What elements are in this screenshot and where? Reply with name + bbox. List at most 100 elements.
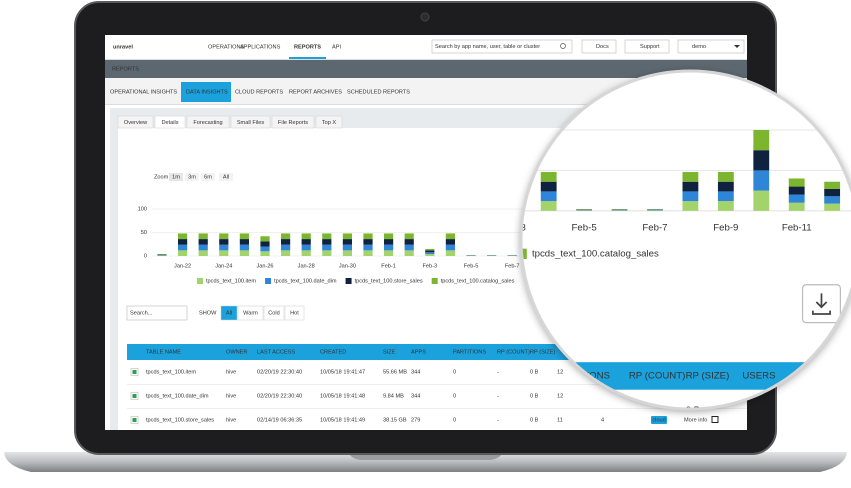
table-cell: 10/05/18 19:41:48 bbox=[320, 393, 365, 399]
zoom-option[interactable]: 6m bbox=[204, 174, 212, 180]
subtab[interactable]: Details bbox=[161, 120, 178, 126]
zoom-option[interactable]: 1m bbox=[172, 174, 180, 180]
column-header[interactable]: LAST ACCESS bbox=[257, 349, 295, 355]
x-tick-label: Jan-28 bbox=[298, 263, 315, 269]
subtab[interactable]: Overview bbox=[124, 120, 148, 126]
tab[interactable]: DATA INSIGHTS bbox=[186, 89, 228, 95]
bar-segment bbox=[404, 250, 414, 256]
legend-label[interactable]: tpcds_text_100.date_dim bbox=[274, 278, 337, 284]
zoom-option[interactable]: All bbox=[223, 174, 229, 180]
bar-segment bbox=[363, 250, 373, 256]
bar-segment bbox=[445, 244, 455, 251]
zoom-button[interactable] bbox=[185, 173, 199, 181]
table-cell: 0 bbox=[453, 417, 456, 423]
table-name: tpcds_text_100.date_dim bbox=[146, 393, 209, 399]
bar-segment bbox=[404, 239, 414, 245]
nav-item[interactable]: OPERATIONS bbox=[208, 44, 245, 50]
nav-item[interactable]: APPLICATIONS bbox=[240, 44, 281, 50]
table-search[interactable] bbox=[126, 305, 188, 321]
filter-option[interactable]: Hot bbox=[290, 310, 299, 316]
column-header[interactable]: TABLE NAME bbox=[146, 349, 181, 355]
search-box[interactable] bbox=[431, 39, 573, 54]
bar-segment bbox=[198, 233, 208, 240]
bar-segment bbox=[384, 239, 394, 245]
column-header[interactable]: OWNER bbox=[226, 349, 247, 355]
more-info-link[interactable]: More info bbox=[684, 417, 707, 423]
tab[interactable]: CLOUD REPORTS bbox=[235, 89, 283, 95]
bar-segment bbox=[384, 244, 394, 251]
table-cell: 344 bbox=[411, 393, 420, 399]
zoom-button[interactable] bbox=[219, 173, 233, 181]
user-menu[interactable] bbox=[677, 39, 745, 54]
filter-option[interactable]: All bbox=[226, 310, 232, 316]
active-tab bbox=[181, 82, 231, 102]
table-cell: hive bbox=[226, 369, 236, 375]
bar-segment bbox=[260, 241, 270, 247]
table-name: tpcds_text_100.store_sales bbox=[146, 417, 214, 423]
table-cell: 02/14/19 06:36:35 bbox=[257, 417, 302, 423]
column-header[interactable]: APPS bbox=[411, 349, 426, 355]
bar-segment bbox=[219, 244, 229, 251]
legend-label[interactable]: tpcds_text_100.catalog_sales bbox=[441, 278, 515, 284]
table-cell: 02/20/19 22:30:40 bbox=[257, 393, 302, 399]
zoom-button[interactable] bbox=[201, 173, 215, 181]
zoom-button[interactable] bbox=[169, 173, 183, 181]
column-header[interactable]: RP (COUNT) bbox=[497, 349, 530, 355]
bar-segment bbox=[260, 246, 270, 252]
x-tick-label: Jan-30 bbox=[339, 263, 356, 269]
nav-item[interactable]: REPORTS bbox=[294, 44, 321, 50]
bar-segment bbox=[445, 233, 455, 240]
bar-segment bbox=[363, 244, 373, 251]
table-search-placeholder: Search... bbox=[130, 310, 153, 316]
subtab[interactable]: Top X bbox=[322, 120, 337, 126]
nav-item[interactable]: API bbox=[332, 44, 341, 50]
show-label: SHOW bbox=[199, 310, 217, 316]
legend-label[interactable]: tpcds_text_100.store_sales bbox=[355, 278, 423, 284]
subtab[interactable]: Forecasting bbox=[193, 120, 222, 126]
subtab[interactable]: File Reports bbox=[278, 120, 308, 126]
bar-segment bbox=[239, 250, 249, 256]
subtab-box bbox=[315, 115, 343, 129]
y-tick-label: 50 bbox=[141, 230, 147, 236]
tab[interactable]: OPERATIONAL INSIGHTS bbox=[110, 89, 177, 95]
filter-button[interactable] bbox=[284, 305, 305, 321]
bar-segment bbox=[363, 233, 373, 240]
legend-swatch bbox=[197, 278, 203, 284]
bar-segment bbox=[198, 244, 208, 251]
column-header[interactable]: CREATED bbox=[320, 349, 346, 355]
bar-segment bbox=[178, 239, 188, 245]
bar-segment bbox=[239, 233, 249, 240]
subtab[interactable]: Small Files bbox=[237, 120, 265, 126]
bar-segment bbox=[178, 250, 188, 256]
table-name: tpcds_text_100.item bbox=[146, 369, 196, 375]
bar-segment bbox=[404, 233, 414, 240]
column-header[interactable]: SIZE bbox=[383, 349, 396, 355]
filter-option[interactable]: Warm bbox=[243, 310, 258, 316]
table-cell: 0 B bbox=[530, 369, 539, 375]
filter-button[interactable] bbox=[237, 305, 264, 321]
support-button[interactable] bbox=[624, 39, 670, 54]
docs-button[interactable] bbox=[581, 39, 617, 54]
bar-segment bbox=[178, 233, 188, 240]
table-cell: 4 bbox=[601, 417, 604, 423]
column-header[interactable]: RP (SIZE) bbox=[530, 349, 556, 355]
subtab-box bbox=[117, 115, 154, 129]
bar-segment bbox=[322, 250, 332, 256]
table-cell: 9.84 MB bbox=[383, 393, 404, 399]
bar-segment bbox=[425, 248, 435, 251]
table-cell: 0 bbox=[453, 369, 456, 375]
column-header[interactable]: PARTITIONS bbox=[453, 349, 486, 355]
filter-option[interactable]: Cold bbox=[268, 310, 280, 316]
tab[interactable]: REPORT ARCHIVES bbox=[289, 89, 342, 95]
filter-button[interactable] bbox=[263, 305, 285, 321]
zoom-option[interactable]: 3m bbox=[188, 174, 196, 180]
x-tick-label: Jan-26 bbox=[256, 263, 273, 269]
table-cell: hive bbox=[226, 393, 236, 399]
table-cell: - bbox=[497, 417, 499, 423]
tab[interactable]: SCHEDULED REPORTS bbox=[347, 89, 410, 95]
filter-button[interactable] bbox=[220, 305, 238, 321]
bar-segment bbox=[384, 250, 394, 256]
table-cell: 11 bbox=[557, 417, 563, 423]
legend-label[interactable]: tpcds_text_100.item bbox=[206, 278, 256, 284]
